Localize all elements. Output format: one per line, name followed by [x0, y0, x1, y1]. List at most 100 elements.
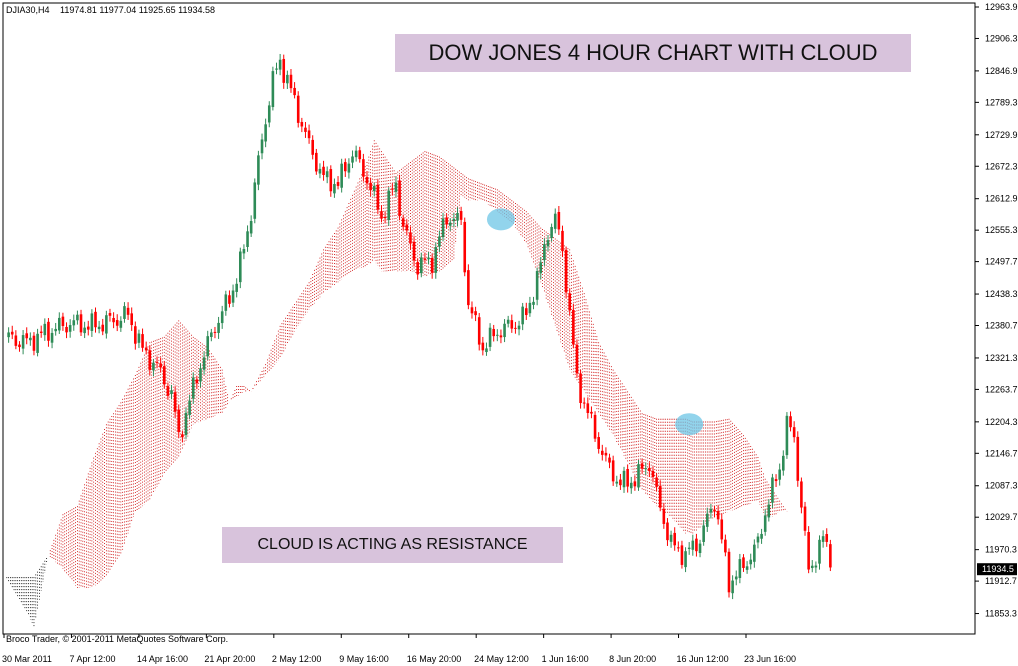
candle-body [14, 335, 18, 346]
candle-body [760, 533, 763, 539]
candle-body [716, 511, 720, 520]
candle-body [398, 180, 401, 217]
candle-body [532, 301, 535, 305]
candle-body [539, 262, 543, 274]
candle-body [68, 325, 72, 332]
candle-body [242, 249, 246, 254]
y-tick-label: 12146.7 [985, 448, 1018, 458]
candle-body [452, 218, 456, 222]
candle-body [365, 176, 369, 184]
candle-body [376, 184, 380, 210]
y-tick-label: 12438.3 [985, 289, 1018, 299]
candle-body [39, 331, 43, 333]
candle-body [97, 326, 101, 330]
candle-body [720, 519, 724, 540]
candle-body [438, 236, 441, 247]
y-tick-label: 11853.3 [985, 609, 1017, 619]
candle-body [774, 479, 778, 482]
candle-body [296, 95, 300, 123]
candle-body [322, 166, 325, 175]
candle-body [756, 536, 760, 543]
candle-body [448, 222, 452, 226]
candles [7, 53, 832, 600]
candle-body [372, 185, 376, 192]
candle-body [231, 290, 235, 303]
candle-body [550, 226, 553, 239]
candle-body [275, 68, 278, 70]
candle-body [626, 468, 629, 487]
candle-body [380, 211, 383, 219]
candle-body [695, 538, 698, 552]
x-tick-label: 30 Mar 2011 [2, 654, 52, 664]
candle-body [21, 335, 25, 349]
candle-body [488, 327, 492, 347]
candle-body [358, 150, 362, 160]
candle-body [637, 464, 640, 488]
candle-body [217, 322, 220, 333]
x-tick-label: 7 Apr 12:00 [69, 654, 115, 664]
candle-body [557, 211, 561, 230]
candle-body [249, 220, 253, 234]
candle-body [188, 400, 191, 415]
candle-body [191, 377, 195, 399]
candle-body [213, 331, 217, 333]
candle-body [496, 334, 499, 336]
candle-body [115, 320, 119, 326]
candle-body [677, 547, 680, 549]
candle-body [481, 342, 485, 351]
candle-body [343, 162, 347, 172]
candle-body [445, 217, 448, 225]
candle-body [126, 307, 130, 315]
candle-body [456, 212, 459, 221]
candle-body [79, 314, 83, 333]
candle-body [282, 58, 286, 83]
candle-body [684, 551, 687, 568]
candle-body [474, 311, 477, 316]
candle-body [535, 271, 539, 300]
candle-body [340, 163, 343, 188]
candle-body [615, 481, 619, 484]
candle-body [485, 348, 488, 353]
candle-body [430, 257, 434, 273]
candle-body [210, 332, 213, 337]
candle-body [640, 463, 644, 469]
candle-body [803, 506, 807, 531]
candle-body [611, 460, 615, 482]
candle-body [669, 534, 673, 542]
x-tick-label: 16 May 20:00 [407, 654, 462, 664]
candle-body [829, 544, 832, 568]
x-tick-label: 24 May 12:00 [474, 654, 529, 664]
candle-body [325, 171, 329, 178]
candle-body [387, 190, 391, 221]
candle-body [405, 224, 409, 231]
candle-body [152, 362, 155, 371]
candle-body [705, 513, 709, 527]
candle-body [72, 320, 76, 326]
candle-body [655, 477, 658, 487]
candle-body [463, 221, 467, 273]
candle-body [423, 258, 427, 260]
candle-body [546, 240, 550, 247]
candle-body [662, 508, 666, 524]
candle-body [749, 559, 753, 565]
candle-body [148, 350, 152, 370]
candle-body [477, 317, 481, 345]
x-tick-label: 8 Jun 20:00 [609, 654, 656, 664]
candle-body [590, 411, 593, 414]
candle-body [420, 257, 423, 274]
candle-body [807, 532, 810, 570]
candle-body [416, 262, 419, 275]
candle-body [105, 315, 108, 334]
candle-body [604, 452, 608, 456]
candle-body [264, 124, 267, 142]
candle-body [553, 213, 557, 229]
candle-body [731, 580, 734, 594]
candle-body [771, 477, 774, 503]
candle-body [506, 319, 510, 324]
y-tick-label: 12321.3 [985, 353, 1018, 363]
candle-body [619, 479, 622, 486]
candle-body [278, 59, 282, 70]
ichimoku-cloud [6, 140, 786, 627]
candle-body [709, 508, 713, 513]
